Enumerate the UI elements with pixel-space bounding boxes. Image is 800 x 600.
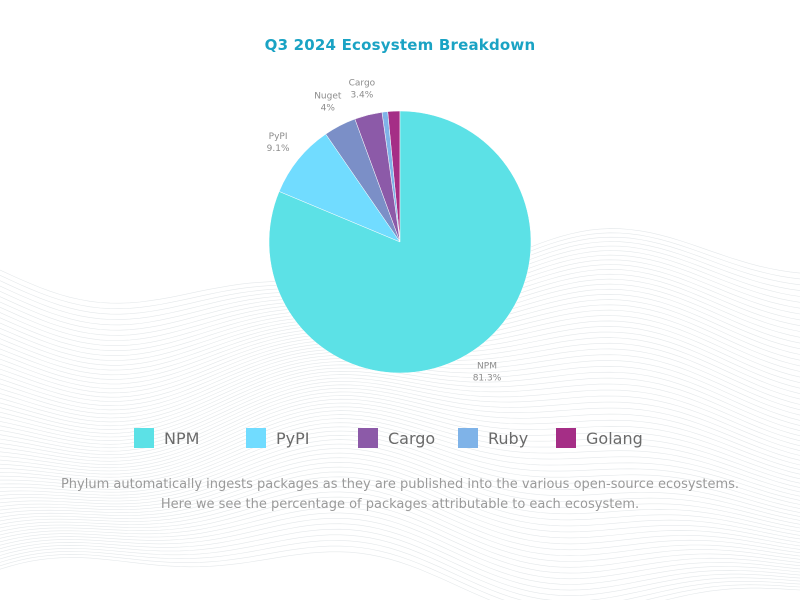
legend-label: PyPI (276, 428, 310, 448)
background-wave-line (0, 452, 800, 529)
background-wave-line (0, 381, 800, 451)
legend-item-golang: Golang (556, 428, 643, 448)
background-wave-line (0, 426, 800, 505)
background-wave-line (0, 391, 800, 466)
background-wave-line (0, 430, 800, 509)
legend-label: NPM (164, 428, 200, 448)
background-wave-line (0, 507, 800, 574)
legend-label: Cargo (388, 428, 436, 448)
background-wave-line (0, 491, 800, 557)
background-wave-line (0, 501, 800, 568)
background-wave-line (0, 496, 800, 562)
background-wave-line (0, 418, 800, 497)
legend-label: Golang (586, 428, 643, 448)
background-wave-line (0, 486, 800, 553)
background-wave-line (0, 384, 800, 456)
legend-swatch (358, 428, 378, 448)
background-wave-line (0, 534, 800, 600)
background-wave-line (0, 466, 800, 540)
background-wave-line (0, 367, 800, 434)
slice-value-label: 3.4% (350, 91, 373, 101)
background-wave-line (0, 518, 800, 585)
legend-item-cargo: Cargo (358, 428, 435, 448)
background-wave-line (0, 374, 800, 442)
background-wave-line (0, 481, 800, 550)
background-wave-line (0, 448, 800, 525)
chart-legend: NPM PyPI Cargo Ruby Golang (0, 428, 800, 454)
background-wave-line (0, 410, 800, 488)
background-wave-line (0, 398, 800, 475)
background-wave-line (0, 528, 800, 597)
background-wave-line (0, 439, 800, 517)
background-wave-line (0, 377, 800, 447)
legend-item-pypi: PyPI (246, 428, 309, 448)
background-wave-line (0, 545, 800, 600)
pie-slice-npm (268, 110, 532, 374)
background-wave-line (0, 462, 800, 536)
background-wave-line (0, 387, 800, 461)
slice-value-label: 81.3% (473, 374, 502, 384)
background-wave-line (0, 395, 800, 470)
background-wave-line (0, 402, 800, 480)
background-wave-line (0, 457, 800, 532)
background-wave-line (0, 471, 800, 543)
legend-swatch (246, 428, 266, 448)
slice-name-label: Cargo (349, 79, 376, 89)
background-wave-line (0, 434, 800, 513)
background-wave-line (0, 512, 800, 580)
chart-title: Q3 2024 Ecosystem Breakdown (264, 36, 536, 54)
slice-value-label: 9.1% (267, 144, 290, 154)
slice-value-label: 4% (321, 104, 336, 114)
legend-item-ruby: Ruby (458, 428, 528, 448)
background-wave-line (0, 476, 800, 547)
background-wave-line (0, 443, 800, 521)
slice-name-label: PyPI (269, 132, 288, 142)
background-wave-line (0, 540, 800, 600)
legend-swatch (134, 428, 154, 448)
slice-name-label: Nuget (314, 92, 342, 102)
legend-label: Ruby (488, 428, 529, 448)
legend-item-npm: NPM (134, 428, 199, 448)
chart-caption: Phylum automatically ingests packages as… (60, 477, 740, 512)
background-wave-line (0, 406, 800, 484)
legend-swatch (458, 428, 478, 448)
slice-name-label: NPM (477, 362, 497, 372)
background-wave-line (0, 523, 800, 591)
legend-swatch (556, 428, 576, 448)
background-wave-line (0, 370, 800, 438)
background-wave-line (0, 422, 800, 501)
background-wave-line (0, 414, 800, 493)
